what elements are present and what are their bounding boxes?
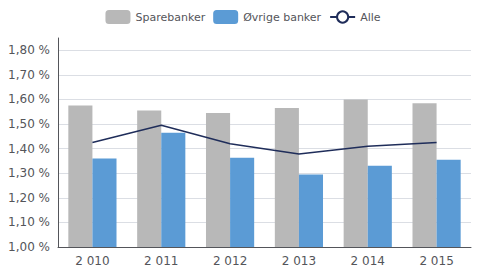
svg-text:1,10 %: 1,10 % <box>8 215 50 229</box>
svg-text:2 011: 2 011 <box>144 254 178 268</box>
svg-text:1,70 %: 1,70 % <box>8 68 50 82</box>
svg-text:1,40 %: 1,40 % <box>8 142 50 156</box>
svg-text:1,50 %: 1,50 % <box>8 117 50 131</box>
svg-text:1,00 %: 1,00 % <box>8 240 50 254</box>
svg-text:1,20 %: 1,20 % <box>8 191 50 205</box>
svg-text:1,60 %: 1,60 % <box>8 92 50 106</box>
svg-text:1,80 %: 1,80 % <box>8 43 50 57</box>
svg-text:2 012: 2 012 <box>213 254 247 268</box>
svg-text:Øvrige banker: Øvrige banker <box>243 11 321 24</box>
svg-text:1,30 %: 1,30 % <box>8 166 50 180</box>
svg-text:2 013: 2 013 <box>282 254 316 268</box>
svg-text:Alle: Alle <box>360 11 381 24</box>
svg-text:Sparebanker: Sparebanker <box>135 11 205 24</box>
svg-text:2 015: 2 015 <box>419 254 453 268</box>
svg-text:2 014: 2 014 <box>351 254 385 268</box>
svg-text:2 010: 2 010 <box>75 254 109 268</box>
